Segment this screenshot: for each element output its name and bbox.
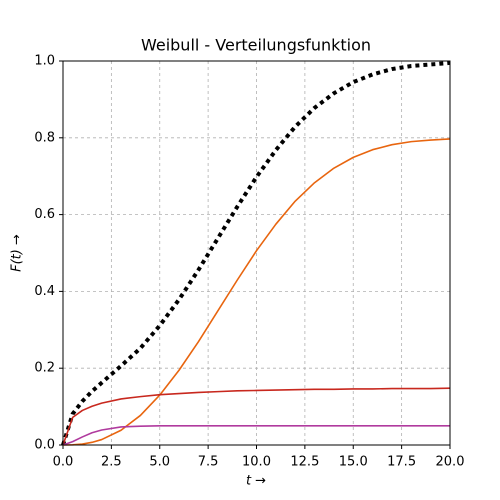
y-tick-label: 0.2	[34, 361, 55, 376]
chart-title: Weibull - Verteilungsfunktion	[141, 36, 371, 55]
x-tick-label: 10.0	[242, 455, 271, 470]
y-tick-label: 0.8	[34, 130, 55, 145]
y-axis-label: F(t) →	[10, 234, 25, 272]
x-tick-label: 2.5	[101, 455, 122, 470]
x-tick-label: 0.0	[53, 455, 74, 470]
x-tick-label: 15.0	[339, 455, 368, 470]
y-tick-label: 0.6	[34, 207, 55, 222]
line-series	[62, 425, 450, 446]
y-tick-label: 1.0	[34, 54, 55, 69]
plot-frame	[62, 60, 451, 446]
x-axis-label: t →	[246, 474, 266, 489]
line-series	[62, 387, 451, 446]
x-tick-label: 17.5	[387, 455, 416, 470]
y-tick-label: 0.0	[34, 438, 55, 453]
line-series	[61, 60, 451, 446]
x-tick-label: 20.0	[436, 455, 465, 470]
line-series	[62, 138, 451, 446]
x-tick-label: 5.0	[149, 455, 170, 470]
y-tick-label: 0.4	[34, 284, 55, 299]
x-tick-label: 7.5	[198, 455, 219, 470]
x-tick-label: 12.5	[290, 455, 319, 470]
